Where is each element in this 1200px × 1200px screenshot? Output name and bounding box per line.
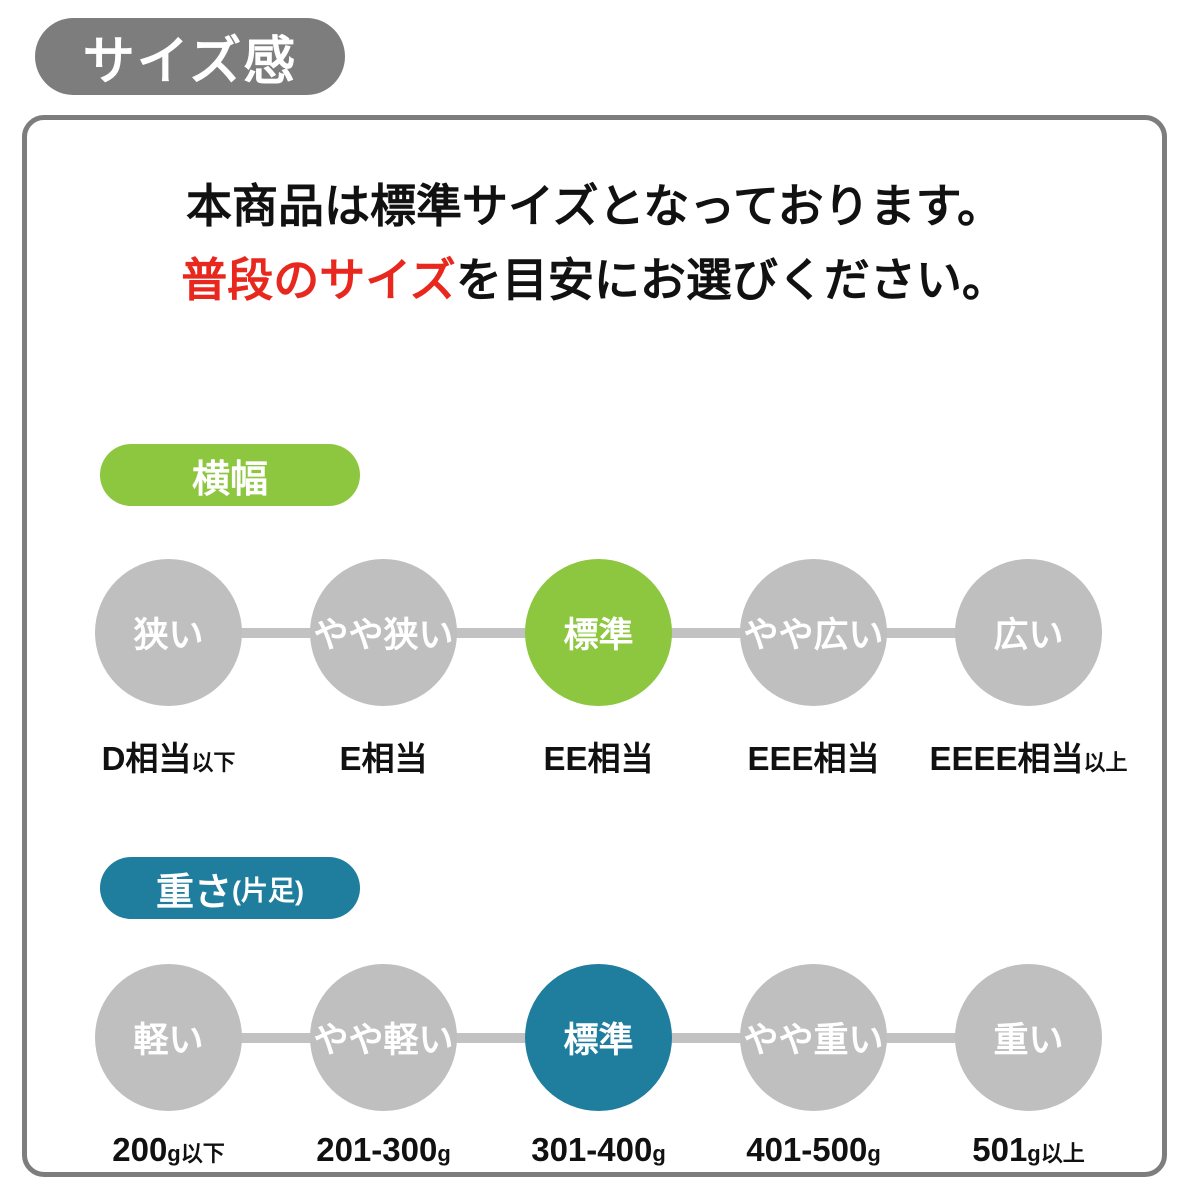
width-step-slightly-narrow: やや狭い	[310, 559, 457, 707]
intro-highlight: 普段のサイズ	[181, 253, 456, 306]
width-circle-row: 狭い やや狭い 標準 やや広い 広い	[27, 559, 1162, 707]
width-label-4-main: EEE相当	[747, 740, 880, 778]
weight-scale-section: 重さ (片足) 軽い やや軽い 標準 やや重い 重い 200 g以下 201-300…	[27, 857, 1162, 1169]
weight-label-row: 200 g以下 201-300 g 301-400 g 401-500 g 501 g以上	[27, 1131, 1162, 1169]
weight-label-3-main: 301-400	[531, 1131, 653, 1169]
width-step-wide: 広い	[955, 559, 1102, 707]
weight-step-slightly-heavy: やや重い	[740, 964, 887, 1112]
weight-step-slightly-light: やや軽い	[310, 964, 457, 1112]
weight-label-3-suffix: g	[652, 1141, 666, 1167]
weight-step-standard-active: 標準	[525, 964, 672, 1112]
width-label-4: EEE相当	[740, 732, 887, 780]
weight-badge: 重さ (片足)	[100, 857, 360, 920]
intro-line-1: 本商品は標準サイズとなっております。	[186, 180, 1003, 232]
width-label-1-main: D相当	[101, 740, 192, 778]
width-label-2: E相当	[310, 732, 457, 780]
page-title: サイズ感	[35, 18, 345, 95]
weight-circle-row: 軽い やや軽い 標準 やや重い 重い	[27, 964, 1162, 1112]
weight-badge-suffix: (片足)	[232, 875, 304, 906]
weight-label-1: 200 g以下	[95, 1131, 242, 1169]
width-label-3: EE相当	[525, 732, 672, 780]
intro-rest: を目安にお選びください。	[455, 253, 1008, 306]
width-step-standard-active: 標準	[525, 559, 672, 707]
weight-label-3: 301-400 g	[525, 1131, 672, 1169]
weight-label-5: 501 g以上	[955, 1131, 1102, 1169]
weight-label-2-suffix: g	[437, 1141, 451, 1167]
width-label-1-suffix: 以下	[191, 750, 236, 776]
width-badge: 横幅	[100, 444, 360, 507]
width-scale-section: 横幅 狭い やや狭い 標準 やや広い 広い D相当 以下 E相当 EE相当 EEE…	[27, 444, 1162, 780]
weight-step-heavy: 重い	[955, 964, 1102, 1112]
width-label-5-main: EEEE相当	[929, 740, 1084, 778]
weight-badge-label: 重さ	[156, 871, 233, 914]
weight-label-4: 401-500 g	[740, 1131, 887, 1169]
size-guide-panel: 本商品は標準サイズとなっております。 普段のサイズを目安にお選びください。 横幅…	[22, 115, 1167, 1177]
weight-label-5-suffix: g以上	[1027, 1141, 1085, 1167]
weight-label-1-suffix: g以下	[167, 1141, 225, 1167]
width-label-5: EEEE相当 以上	[929, 732, 1127, 780]
width-label-3-main: EE相当	[543, 740, 654, 778]
intro-line-2: 普段のサイズを目安にお選びください。	[27, 244, 1162, 318]
weight-label-2-main: 201-300	[316, 1131, 438, 1169]
intro-text: 本商品は標準サイズとなっております。 普段のサイズを目安にお選びください。	[27, 170, 1162, 317]
weight-label-2: 201-300 g	[310, 1131, 457, 1169]
page-title-label: サイズ感	[82, 33, 298, 91]
width-label-1: D相当 以下	[95, 732, 242, 780]
weight-label-4-main: 401-500	[746, 1131, 868, 1169]
width-step-slightly-wide: やや広い	[740, 559, 887, 707]
width-badge-label: 横幅	[191, 458, 268, 501]
weight-label-1-main: 200	[112, 1131, 168, 1169]
weight-label-5-main: 501	[972, 1131, 1028, 1169]
width-label-5-suffix: 以上	[1083, 750, 1128, 776]
weight-label-4-suffix: g	[867, 1141, 881, 1167]
width-step-narrow: 狭い	[95, 559, 242, 707]
width-label-row: D相当 以下 E相当 EE相当 EEE相当 EEEE相当 以上	[27, 732, 1162, 780]
width-label-2-main: E相当	[339, 740, 428, 778]
weight-step-light: 軽い	[95, 964, 242, 1112]
